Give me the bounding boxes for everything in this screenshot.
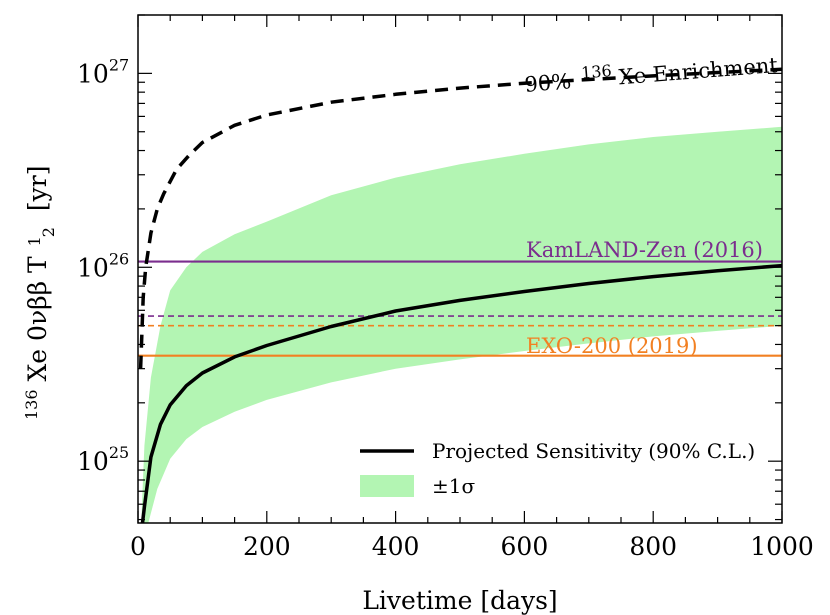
x-tick-label: 1000 xyxy=(750,532,814,561)
legend: Projected Sensitivity (90% C.L.) ±1σ xyxy=(360,439,755,498)
x-tick-label: 600 xyxy=(501,532,549,561)
y-tick-label: 1025 xyxy=(77,443,129,476)
plot-frame xyxy=(137,14,783,524)
x-tick-label: 0 xyxy=(130,532,146,561)
y-tick-label: 1027 xyxy=(77,55,129,88)
enrichment-label: 90% 136 Xe Enrichment xyxy=(523,44,779,97)
legend-label-sigma: ±1σ xyxy=(432,474,475,498)
exo-200-label: EXO-200 (2019) xyxy=(526,334,698,358)
kamland-zen-label: KamLAND-Zen (2016) xyxy=(526,238,763,262)
y-axis-title: 136 Xe 0νββ T 1 2 [yr] xyxy=(14,166,60,421)
x-tick-label: 800 xyxy=(629,532,677,561)
y-tick-label: 1026 xyxy=(77,249,129,282)
x-tick-label: 400 xyxy=(372,532,420,561)
x-tick-label: 200 xyxy=(243,532,291,561)
enrichment-dashed-line xyxy=(138,67,782,369)
x-axis-title: Livetime [days] xyxy=(362,586,557,615)
projected-sensitivity-line xyxy=(140,263,782,523)
legend-band-swatch xyxy=(360,475,414,497)
legend-label-sensitivity: Projected Sensitivity (90% C.L.) xyxy=(432,439,755,463)
